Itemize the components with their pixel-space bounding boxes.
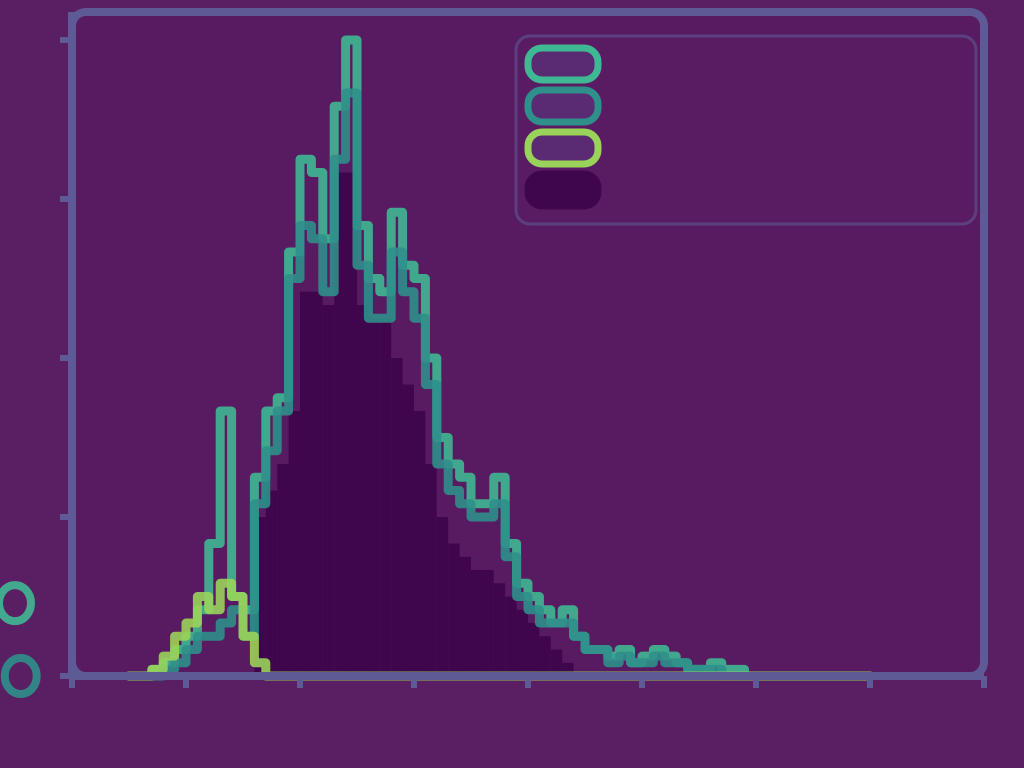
- legend-swatch: [524, 44, 602, 84]
- histogram-bar: [425, 464, 437, 676]
- histogram-series-3: [254, 172, 574, 676]
- histogram-bar: [368, 318, 380, 676]
- histogram-bar: [550, 649, 563, 676]
- histogram-bar: [436, 517, 449, 676]
- histogram-bar: [471, 570, 483, 676]
- histogram-bar: [334, 172, 346, 676]
- histogram-bar: [300, 291, 312, 676]
- histogram-bar: [539, 636, 551, 676]
- histogram-bar: [493, 583, 506, 676]
- histogram-bar: [379, 318, 392, 676]
- legend-frame: [514, 34, 978, 226]
- histogram-bar: [402, 384, 414, 676]
- series-layer: [0, 35, 875, 698]
- histogram-bar: [528, 623, 540, 676]
- legend-swatch: [524, 128, 602, 168]
- legend: [514, 34, 978, 226]
- histogram-bar: [288, 411, 300, 676]
- histogram-bar: [345, 172, 357, 676]
- histogram-bar: [482, 570, 494, 676]
- histogram-bar: [357, 305, 369, 676]
- histogram-bar: [254, 517, 266, 676]
- histogram-bar: [265, 490, 278, 676]
- legend-swatch: [524, 170, 602, 210]
- histogram-bar: [277, 464, 289, 676]
- histogram-bar: [516, 609, 528, 676]
- outlier-marker: [0, 654, 41, 698]
- histogram-bar: [448, 543, 460, 676]
- histogram-bar: [391, 358, 403, 676]
- histogram-bar: [311, 291, 323, 676]
- histogram-bar: [505, 596, 517, 676]
- outlier-marker: [0, 581, 35, 626]
- legend-swatch: [524, 86, 602, 126]
- histogram-bar: [414, 411, 426, 676]
- histogram-bar: [562, 662, 574, 676]
- axes-layer: [60, 12, 987, 688]
- histogram-bar: [322, 305, 335, 676]
- histogram-bar: [459, 556, 471, 676]
